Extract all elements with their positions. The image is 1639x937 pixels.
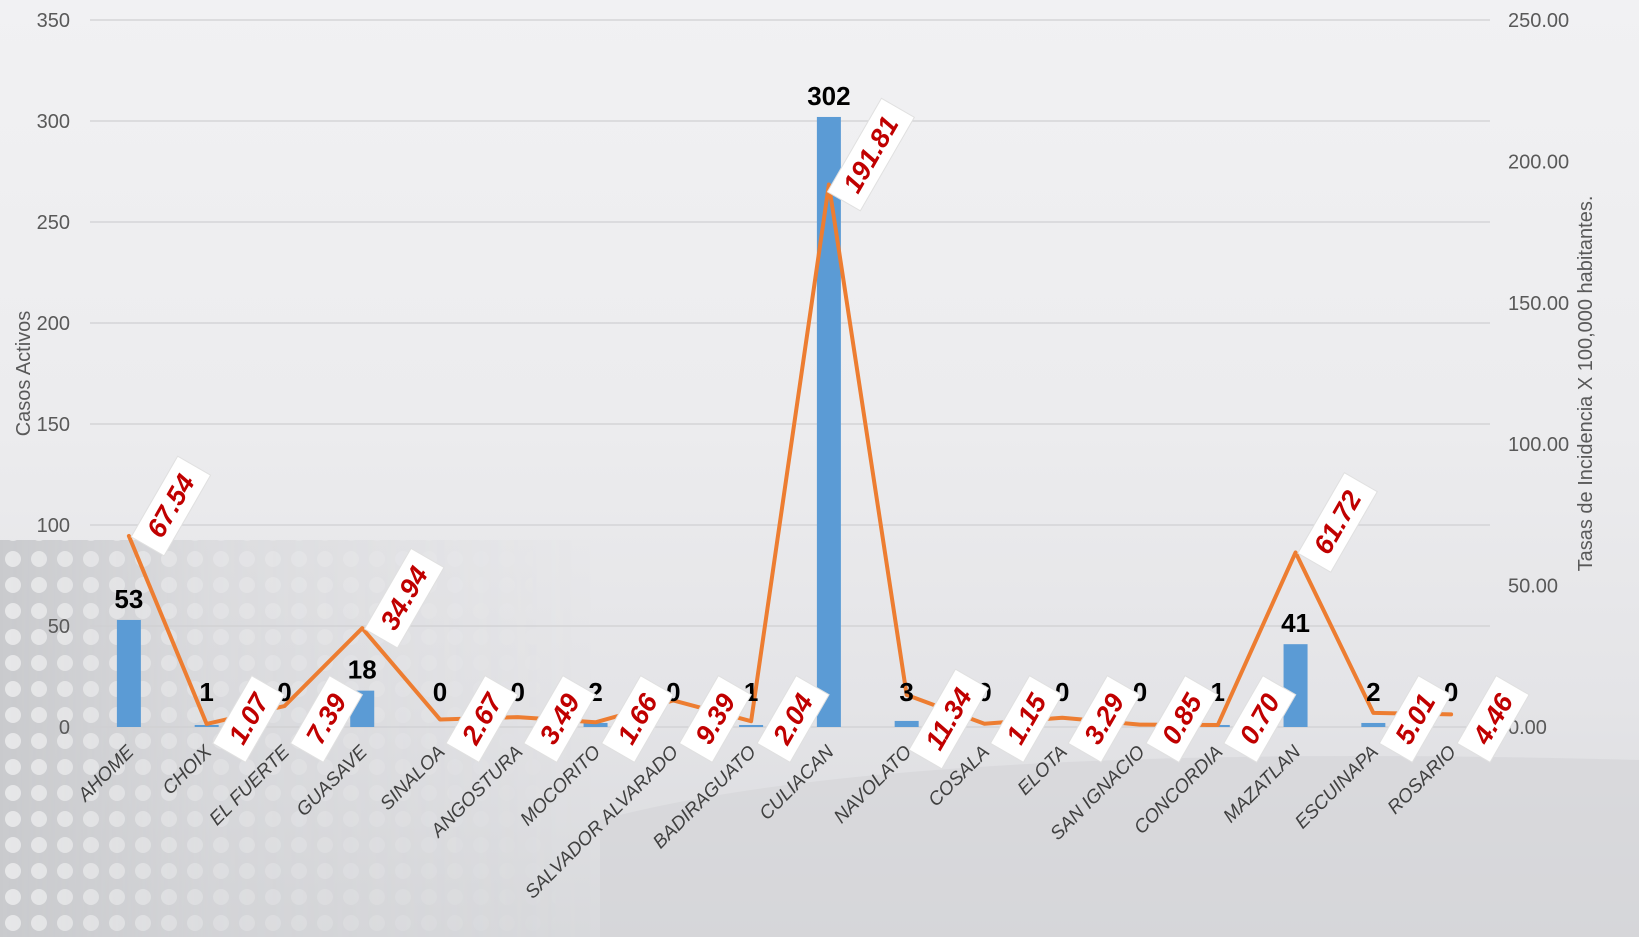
line-path	[126, 182, 1454, 728]
line-data-label-box	[523, 675, 597, 763]
line-data-label-box	[212, 675, 286, 763]
line-data-label-box	[989, 675, 1064, 763]
right-tick-label: 50.00	[1508, 576, 1558, 598]
right-tick-label: 0.00	[1508, 717, 1547, 739]
right-tick-label: 250.00	[1508, 10, 1569, 32]
bar-data-label: 41	[1281, 608, 1310, 638]
bar-data-label: 18	[348, 655, 377, 685]
left-axis-title: Casos Activos	[13, 311, 35, 437]
line-data-label-box	[908, 668, 990, 770]
line-data-label-box	[1067, 675, 1141, 763]
right-axis-title: Tasas de Incidencia X 100,000 habitantes…	[1575, 196, 1597, 572]
bar	[1361, 722, 1386, 727]
line-data-label-box	[600, 675, 675, 763]
left-tick-label: 350	[37, 10, 70, 32]
line-data-label-box	[756, 675, 830, 763]
line-data-label-group: 11.34	[908, 668, 990, 770]
bar-data-label: 53	[114, 584, 143, 614]
line-data-label-box	[826, 97, 916, 212]
bar-data-label: 0	[433, 677, 447, 707]
left-axis: 0 50 100 150 200 250 300 350	[37, 10, 70, 739]
bar-data-label: 3	[899, 677, 913, 707]
left-tick-label: 0	[59, 717, 70, 739]
line-data-label-box	[289, 675, 364, 763]
line-data-label-box	[1145, 675, 1219, 763]
left-tick-label: 100	[37, 515, 70, 537]
bar	[1283, 644, 1308, 727]
line-data-label-box	[363, 547, 445, 649]
bar	[894, 720, 919, 727]
bar	[583, 722, 608, 727]
right-axis: 0.00 50.00 100.00 150.00 200.00 250.00	[1508, 10, 1569, 739]
line-data-label-box	[1223, 675, 1297, 763]
left-tick-label: 200	[37, 313, 70, 335]
bar-series	[116, 116, 1386, 727]
line-data-label-box	[1456, 675, 1530, 763]
right-tick-label: 150.00	[1508, 293, 1569, 315]
bar-data-label: 1	[199, 677, 213, 707]
bar-data-label: 302	[807, 81, 850, 111]
bar	[116, 619, 141, 727]
line-data-label-box	[1297, 472, 1378, 573]
left-tick-label: 50	[48, 616, 70, 638]
bar-data-label: 2	[1366, 677, 1380, 707]
right-tick-label: 100.00	[1508, 434, 1569, 456]
bar	[194, 724, 219, 727]
left-tick-label: 300	[37, 111, 70, 133]
bar	[739, 724, 764, 727]
bar	[816, 116, 841, 727]
line-series	[126, 182, 1454, 728]
line-data-label-box	[678, 675, 752, 763]
left-tick-label: 250	[37, 212, 70, 234]
left-tick-label: 150	[37, 414, 70, 436]
bar-data-labels: 53101800201302300014120	[114, 81, 1458, 707]
line-data-label-box	[1378, 675, 1452, 763]
line-data-label-group: 61.72	[1297, 472, 1378, 573]
line-data-label-box	[445, 675, 519, 763]
line-data-label-box	[130, 455, 212, 557]
right-tick-label: 200.00	[1508, 151, 1569, 173]
